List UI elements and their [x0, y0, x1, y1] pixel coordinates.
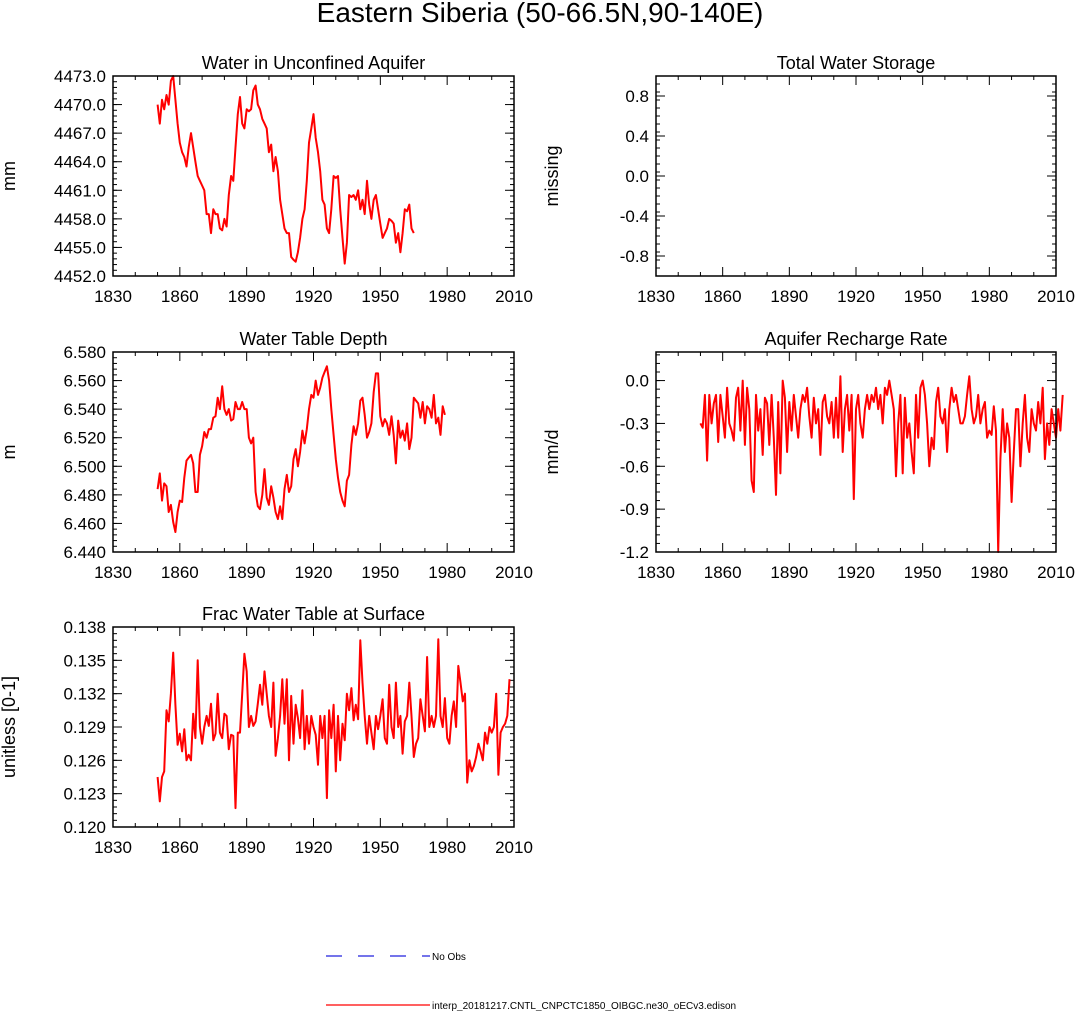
y-tick-label: -0.6	[620, 457, 649, 476]
x-tick-label: 1950	[361, 838, 399, 857]
plot-frame	[112, 75, 515, 277]
y-tick-label: 6.520	[63, 429, 106, 448]
x-tick-label: 2010	[495, 287, 533, 306]
panel-4: Aquifer Recharge Rate 1830 1860 1890 1920 195…	[542, 329, 1075, 582]
y-tick-label: 0.8	[625, 87, 649, 106]
panel-2: Total Water Storage 1830 1860 1890 1920 1950 1…	[542, 53, 1075, 306]
x-tick-label: 1830	[94, 563, 132, 582]
x-tick-label: 1980	[428, 287, 466, 306]
legend-obs-label: No Obs	[432, 952, 466, 963]
y-tick-label: 0.123	[63, 785, 106, 804]
x-tick-label: 1980	[428, 563, 466, 582]
x-tick-label: 1860	[161, 287, 199, 306]
y-axis-label: mm	[0, 161, 19, 191]
x-tick-label: 1920	[837, 287, 875, 306]
y-axis-label: mm/d	[542, 430, 562, 475]
x-tick-label: 1890	[228, 838, 266, 857]
y-tick-label: -0.3	[620, 414, 649, 433]
x-tick-label: 2010	[1037, 563, 1075, 582]
y-tick-label: 6.540	[63, 400, 106, 419]
plot-frame	[112, 626, 515, 828]
panel-title: Aquifer Recharge Rate	[764, 329, 947, 349]
y-tick-label: 0.0	[625, 372, 649, 391]
x-tick-label: 1860	[161, 838, 199, 857]
panel-title: Water Table Depth	[239, 329, 387, 349]
y-tick-label: 0.129	[63, 718, 106, 737]
x-tick-label: 1890	[228, 287, 266, 306]
figure-title: Eastern Siberia (50-66.5N,90-140E)	[316, 0, 764, 28]
y-tick-label: -1.2	[620, 543, 649, 562]
x-tick-label: 1950	[361, 563, 399, 582]
y-tick-label: -0.9	[620, 500, 649, 519]
series-line-1	[699, 375, 1064, 553]
y-tick-label: 4461.0	[54, 181, 106, 200]
legend-model-label: interp_20181217.CNTL_CNPCTC1850_OIBGC.ne…	[432, 1001, 736, 1011]
x-tick-label: 1920	[295, 838, 333, 857]
y-tick-label: 0.0	[625, 167, 649, 186]
series-line-1	[156, 75, 415, 265]
x-tick-label: 1920	[295, 563, 333, 582]
y-tick-label: 0.138	[63, 618, 106, 637]
y-tick-label: 0.4	[625, 127, 649, 146]
x-tick-label: 1920	[837, 563, 875, 582]
y-tick-label: 6.460	[63, 514, 106, 533]
y-tick-label: 4458.0	[54, 210, 106, 229]
plot-frame	[112, 351, 515, 553]
x-tick-label: 2010	[495, 563, 533, 582]
y-tick-label: -0.8	[620, 247, 649, 266]
legend: No Obs interp_20181217.CNTL_CNPCTC1850_OI…	[326, 952, 736, 1011]
y-tick-label: 0.135	[63, 651, 106, 670]
x-tick-label: 1860	[161, 563, 199, 582]
panel-title: Total Water Storage	[777, 53, 935, 73]
y-tick-label: 4473.0	[54, 67, 106, 86]
y-axis-label: unitless [0-1]	[0, 676, 19, 778]
y-axis-label: m	[0, 445, 19, 460]
panel-title: Frac Water Table at Surface	[202, 604, 425, 624]
series-line-1	[156, 365, 446, 533]
x-tick-label: 1830	[637, 563, 675, 582]
y-tick-label: 4464.0	[54, 153, 106, 172]
y-tick-label: 6.560	[63, 372, 106, 391]
plot-frame	[655, 351, 1057, 553]
y-tick-label: 0.126	[63, 751, 106, 770]
x-tick-label: 1830	[94, 838, 132, 857]
y-tick-label: 6.480	[63, 486, 106, 505]
y-tick-label: 6.580	[63, 343, 106, 362]
x-tick-label: 1920	[295, 287, 333, 306]
y-tick-label: 4470.0	[54, 96, 106, 115]
series-line-1	[156, 638, 511, 810]
x-tick-label: 1980	[970, 287, 1008, 306]
x-tick-label: 1950	[904, 563, 942, 582]
panel-1: Water in Unconfined Aquifer 1830 1860 1890 1…	[0, 53, 533, 306]
x-tick-label: 1890	[228, 563, 266, 582]
plot-frame	[655, 75, 1057, 277]
x-tick-label: 1950	[904, 287, 942, 306]
y-tick-label: 6.440	[63, 543, 106, 562]
panel-title: Water in Unconfined Aquifer	[202, 53, 425, 73]
panel-3: Water Table Depth 1830 1860 1890 1920 1950 198…	[0, 329, 533, 582]
x-tick-label: 1860	[704, 287, 742, 306]
x-tick-label: 1890	[770, 287, 808, 306]
y-tick-label: 0.132	[63, 685, 106, 704]
x-tick-label: 1980	[970, 563, 1008, 582]
x-tick-label: 1950	[361, 287, 399, 306]
y-tick-label: 4467.0	[54, 124, 106, 143]
y-tick-label: -0.4	[620, 207, 649, 226]
y-axis-label: missing	[542, 145, 562, 206]
x-tick-label: 1890	[770, 563, 808, 582]
y-tick-label: 4455.0	[54, 238, 106, 257]
x-tick-label: 2010	[495, 838, 533, 857]
x-tick-label: 2010	[1037, 287, 1075, 306]
x-tick-label: 1830	[94, 287, 132, 306]
x-tick-label: 1860	[704, 563, 742, 582]
y-tick-label: 4452.0	[54, 267, 106, 286]
y-tick-label: 6.500	[63, 457, 106, 476]
x-tick-label: 1830	[637, 287, 675, 306]
x-tick-label: 1980	[428, 838, 466, 857]
panel-5: Frac Water Table at Surface 1830 1860 1890 1…	[0, 604, 533, 857]
y-tick-label: 0.120	[63, 818, 106, 837]
